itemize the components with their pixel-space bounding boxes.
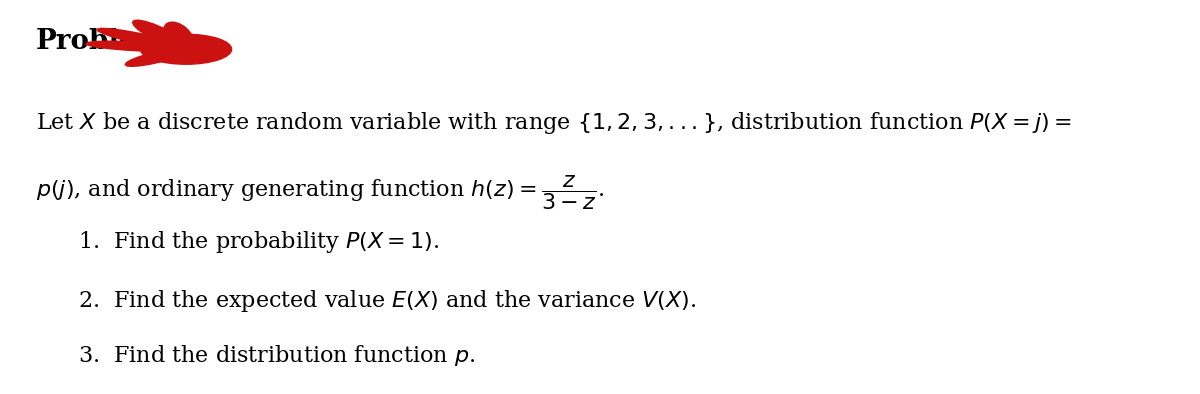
Polygon shape: [164, 22, 193, 49]
Text: 3.  Find the distribution function $p$.: 3. Find the distribution function $p$.: [78, 343, 475, 368]
Text: 2.  Find the expected value $E(X)$ and the variance $V(X)$.: 2. Find the expected value $E(X)$ and th…: [78, 288, 696, 314]
Text: Let $X$ be a discrete random variable with range $\{1, 2, 3, ...\}$, distributio: Let $X$ be a discrete random variable wi…: [36, 110, 1072, 136]
Text: $p(j)$, and ordinary generating function $h(z) = \dfrac{z}{3-z}$.: $p(j)$, and ordinary generating function…: [36, 173, 604, 212]
Polygon shape: [85, 41, 186, 52]
Text: 1.  Find the probability $P(X = 1)$.: 1. Find the probability $P(X = 1)$.: [78, 229, 439, 255]
Polygon shape: [132, 20, 188, 49]
Circle shape: [140, 34, 232, 64]
Polygon shape: [97, 28, 186, 50]
Text: Problem: Problem: [36, 28, 167, 55]
Polygon shape: [125, 49, 187, 66]
